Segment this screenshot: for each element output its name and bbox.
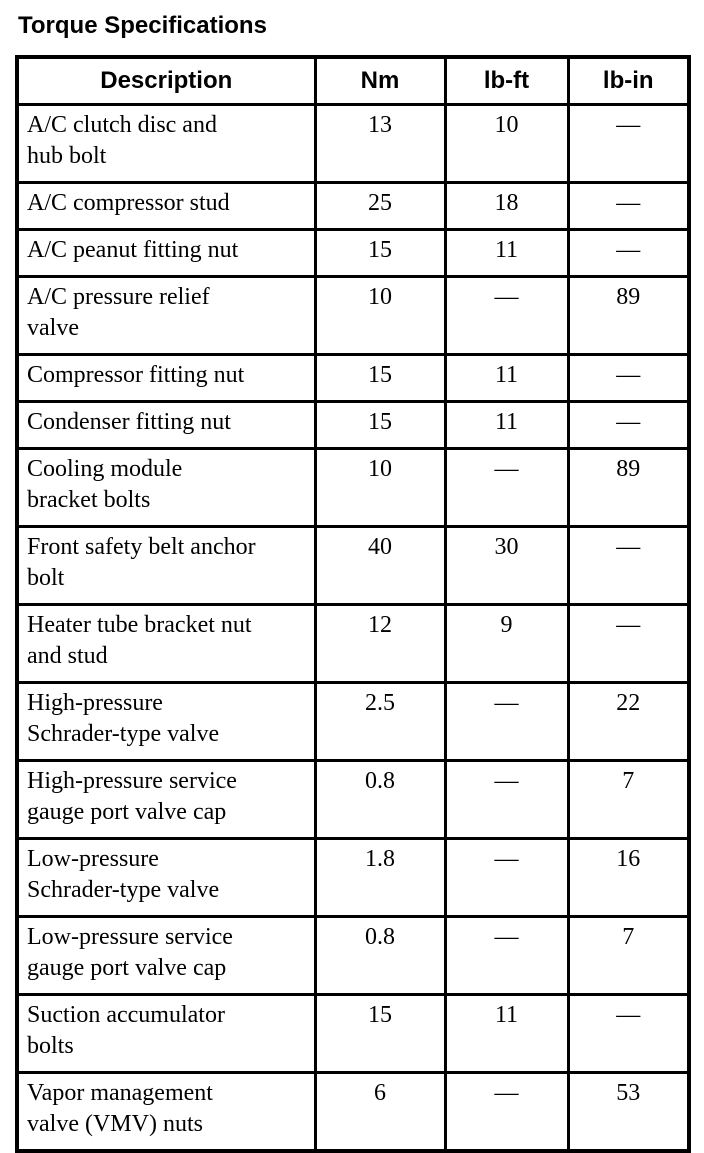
cell-lb-ft: —	[443, 915, 570, 996]
cell-description: A/C peanut fitting nut	[15, 228, 317, 278]
cell-lb-in: —	[566, 228, 691, 278]
cell-description: Cooling module bracket bolts	[15, 447, 317, 528]
cell-nm: 2.5	[313, 681, 447, 762]
cell-lb-ft: 30	[443, 525, 570, 606]
table-row: Compressor fitting nut 15 11—	[15, 353, 691, 403]
cell-nm: 0.8	[313, 759, 447, 840]
cell-nm: 10	[313, 275, 447, 356]
column-header-nm: Nm	[313, 55, 447, 106]
cell-lb-ft: —	[443, 1071, 570, 1153]
cell-lb-in: 7	[566, 915, 691, 996]
cell-description: Compressor fitting nut	[15, 353, 317, 403]
cell-description: Vapor management valve (VMV) nuts	[15, 1071, 317, 1153]
table-row: A/C clutch disc and hub bolt 13 10—	[15, 103, 691, 184]
cell-description: Low-pressure Schrader-type valve	[15, 837, 317, 918]
table-row: Cooling module bracket bolts 10—89	[15, 447, 691, 528]
table-row: High-pressure Schrader-type valve 2.5—22	[15, 681, 691, 762]
cell-lb-in: 89	[566, 447, 691, 528]
cell-description: Front safety belt anchor bolt	[15, 525, 317, 606]
table-row: Low-pressure Schrader-type valve 1.8—16	[15, 837, 691, 918]
cell-nm: 10	[313, 447, 447, 528]
cell-nm: 15	[313, 400, 447, 450]
cell-nm: 1.8	[313, 837, 447, 918]
cell-description: High-pressure service gauge port valve c…	[15, 759, 317, 840]
table-row: Suction accumulator bolts 15 11—	[15, 993, 691, 1074]
cell-nm: 12	[313, 603, 447, 684]
cell-lb-in: 89	[566, 275, 691, 356]
column-header-lb-ft: lb-ft	[443, 55, 570, 106]
cell-lb-in: 16	[566, 837, 691, 918]
cell-lb-in: —	[566, 181, 691, 231]
cell-lb-in: —	[566, 993, 691, 1074]
table-row: Heater tube bracket nut and stud 12 9—	[15, 603, 691, 684]
cell-lb-in: 53	[566, 1071, 691, 1153]
cell-description: High-pressure Schrader-type valve	[15, 681, 317, 762]
cell-lb-ft: 11	[443, 993, 570, 1074]
cell-nm: 40	[313, 525, 447, 606]
cell-nm: 25	[313, 181, 447, 231]
document-page: Torque Specifications Description Nm lb-ft…	[0, 12, 704, 1153]
cell-lb-ft: —	[443, 275, 570, 356]
cell-description: A/C pressure relief valve	[15, 275, 317, 356]
cell-nm: 13	[313, 103, 447, 184]
torque-specifications-table: Description Nm lb-ft lb-in A/C clutch disc …	[15, 55, 691, 1153]
cell-description: Suction accumulator bolts	[15, 993, 317, 1074]
cell-nm: 15	[313, 353, 447, 403]
cell-description: A/C compressor stud	[15, 181, 317, 231]
cell-description: Heater tube bracket nut and stud	[15, 603, 317, 684]
page-title: Torque Specifications	[18, 12, 267, 39]
cell-lb-ft: —	[443, 759, 570, 840]
cell-description: A/C clutch disc and hub bolt	[15, 103, 317, 184]
cell-lb-ft: —	[443, 837, 570, 918]
table-header-row: Description Nm lb-ft lb-in	[15, 55, 691, 106]
cell-lb-ft: 9	[443, 603, 570, 684]
table-row: A/C peanut fitting nut 15 11—	[15, 228, 691, 278]
cell-lb-ft: 11	[443, 228, 570, 278]
cell-lb-ft: 11	[443, 353, 570, 403]
cell-lb-ft: 11	[443, 400, 570, 450]
cell-nm: 15	[313, 993, 447, 1074]
cell-nm: 15	[313, 228, 447, 278]
cell-lb-in: —	[566, 103, 691, 184]
table-row: Front safety belt anchor bolt 40 30—	[15, 525, 691, 606]
cell-lb-ft: 18	[443, 181, 570, 231]
cell-lb-in: —	[566, 525, 691, 606]
table-row: Low-pressure service gauge port valve ca…	[15, 915, 691, 996]
cell-lb-in: 7	[566, 759, 691, 840]
cell-nm: 6	[313, 1071, 447, 1153]
table-row: Vapor management valve (VMV) nuts 6—53	[15, 1071, 691, 1153]
table-row: A/C compressor stud 25 18—	[15, 181, 691, 231]
cell-lb-ft: —	[443, 447, 570, 528]
column-header-lb-in: lb-in	[566, 55, 691, 106]
column-header-description: Description	[15, 55, 317, 106]
cell-description: Condenser fitting nut	[15, 400, 317, 450]
cell-description: Low-pressure service gauge port valve ca…	[15, 915, 317, 996]
table-row: Condenser fitting nut 15 11—	[15, 400, 691, 450]
cell-lb-ft: —	[443, 681, 570, 762]
cell-lb-in: —	[566, 353, 691, 403]
cell-lb-in: 22	[566, 681, 691, 762]
cell-nm: 0.8	[313, 915, 447, 996]
cell-lb-in: —	[566, 603, 691, 684]
cell-lb-ft: 10	[443, 103, 570, 184]
table-row: A/C pressure relief valve 10—89	[15, 275, 691, 356]
cell-lb-in: —	[566, 400, 691, 450]
table-row: High-pressure service gauge port valve c…	[15, 759, 691, 840]
